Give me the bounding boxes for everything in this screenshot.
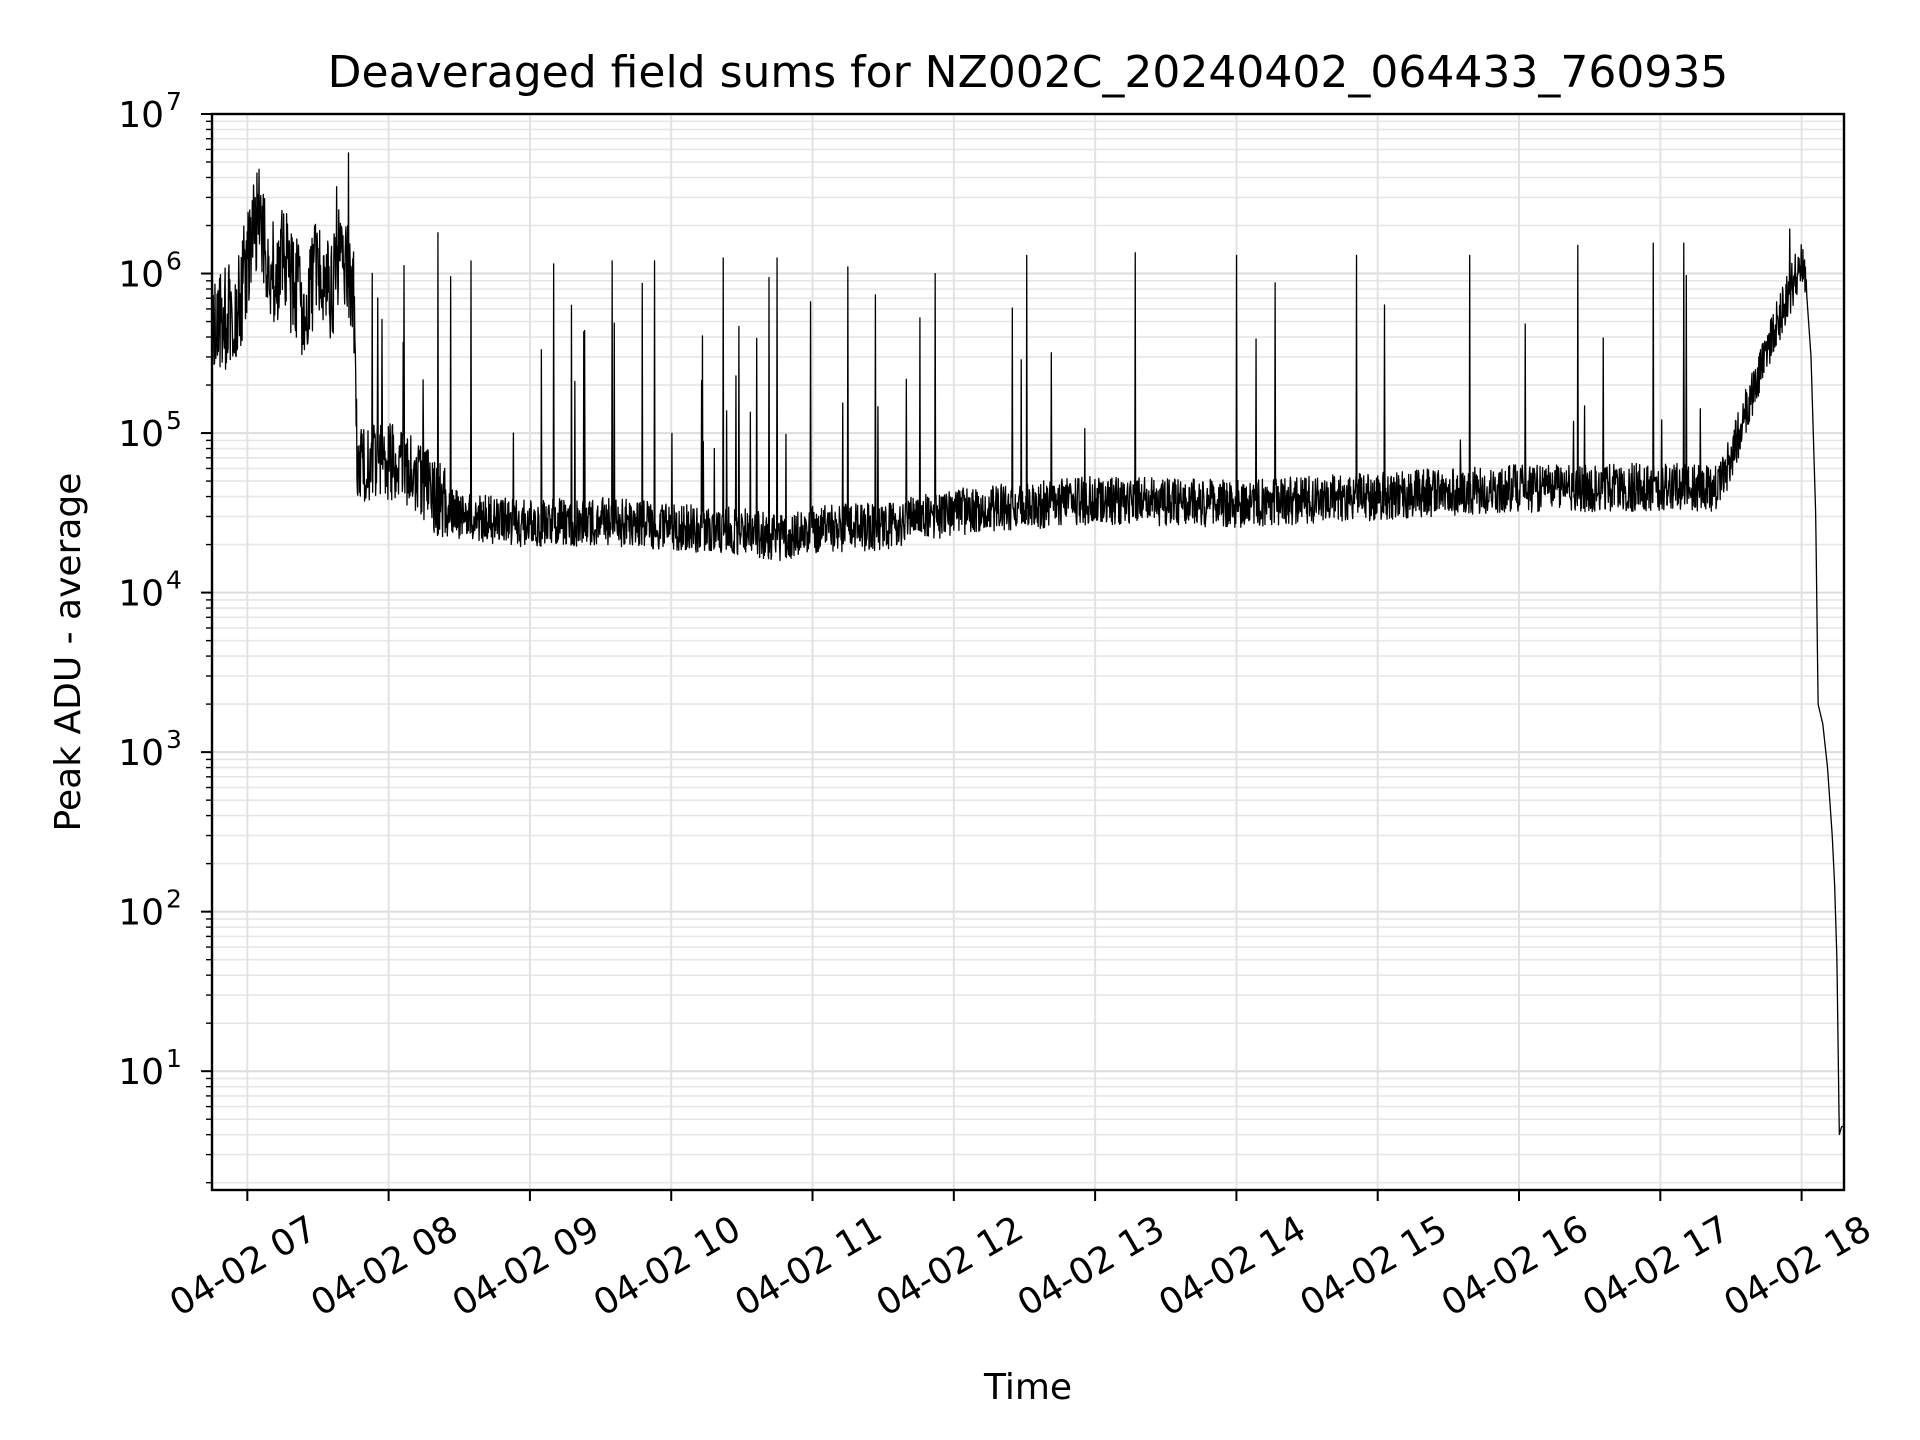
y-tick-label: 10 [118, 95, 164, 136]
y-axis-label: Peak ADU - average [48, 473, 89, 832]
y-tick-label: 10 [118, 574, 164, 615]
y-tick-label: 10 [118, 414, 164, 455]
x-axis-label: Time [983, 1367, 1072, 1408]
y-tick-label: 10 [118, 1052, 164, 1093]
y-tick-exponent: 5 [166, 406, 182, 435]
series-line [211, 152, 1845, 1136]
y-tick-label: 10 [118, 733, 164, 774]
y-tick-label: 10 [118, 893, 164, 934]
y-tick-exponent: 6 [166, 247, 182, 276]
y-tick-exponent: 1 [166, 1044, 182, 1073]
y-tick-exponent: 7 [166, 87, 182, 116]
y-tick-label: 10 [118, 255, 164, 296]
chart-title: Deaveraged field sums for NZ002C_2024040… [328, 47, 1729, 98]
series-layer [211, 152, 1845, 1136]
y-tick-exponent: 3 [166, 725, 182, 754]
y-tick-exponent: 2 [166, 885, 182, 914]
plot-frame [210, 112, 1846, 1192]
y-tick-exponent: 4 [166, 566, 182, 595]
